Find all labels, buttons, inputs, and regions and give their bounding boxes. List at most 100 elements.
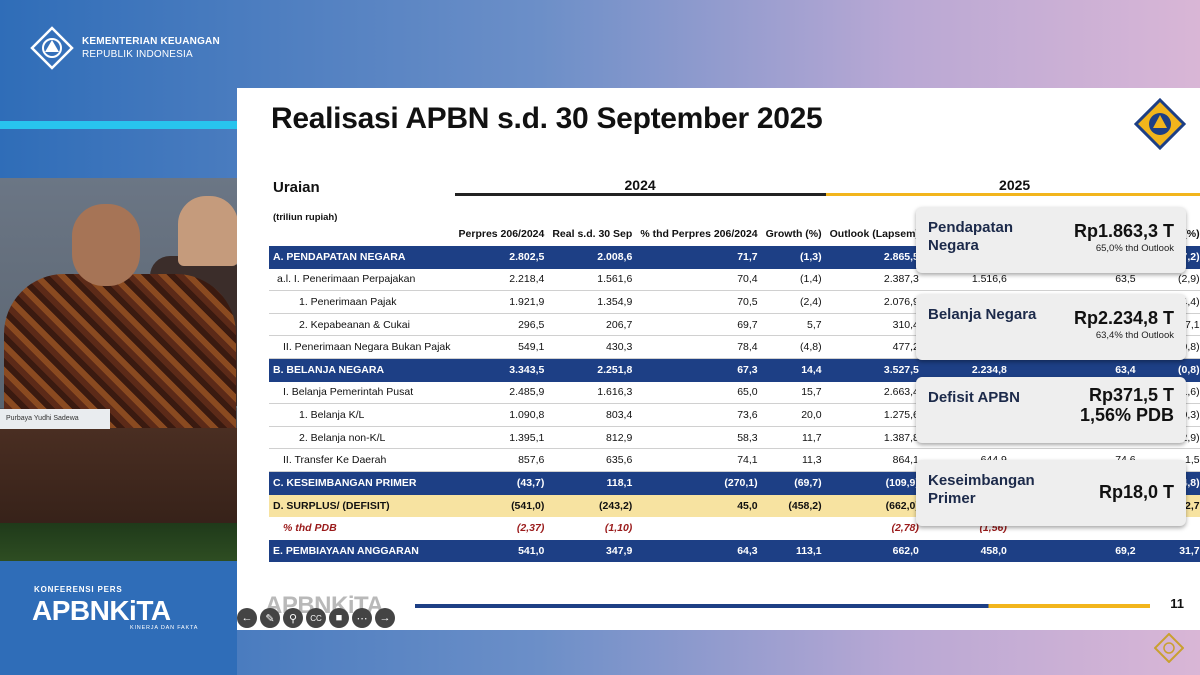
table-cell: 2.234,8 [922, 358, 1011, 382]
search-icon[interactable]: ⚲ [283, 608, 303, 628]
table-cell: 296,5 [454, 314, 549, 337]
table-cell: 11,7 [761, 427, 826, 450]
table-cell: 63,5 [1010, 269, 1140, 292]
row-label: 2. Belanja non-K/L [269, 427, 455, 450]
table-cell: 113,1 [761, 539, 826, 563]
table-cell: 64,3 [636, 539, 762, 563]
row-label: a.l. I. Penerimaan Perpajakan [269, 269, 455, 292]
left-accent-bar [0, 121, 237, 129]
table-cell: (1,3) [761, 246, 826, 269]
more-icon[interactable]: ⋯ [352, 608, 372, 628]
table-row: a.l. I. Penerimaan Perpajakan 2.218,4 1.56… [269, 269, 1200, 292]
camera-icon[interactable]: ■ [329, 608, 349, 628]
table-cell: 2.663,4 [825, 382, 923, 405]
page-number: 11 [1170, 596, 1184, 611]
table-cell: 1.921,9 [454, 291, 549, 314]
table-cell: 69,2 [1010, 539, 1140, 563]
table-cell: 857,6 [454, 449, 549, 472]
table-cell: (458,2) [761, 494, 826, 518]
speaker-body [4, 274, 236, 434]
arrow-right-icon[interactable]: → [375, 608, 395, 628]
card-label: Keseimbangan Primer [928, 472, 1035, 507]
card-value: Rp371,5 T [1088, 385, 1174, 405]
table-cell: 3.527,5 [825, 358, 923, 382]
table-cell: 2.802,5 [454, 246, 549, 269]
col-header: Perpres 206/2024 [458, 228, 545, 240]
table-cell: 70,5 [636, 291, 762, 314]
row-label: A. PENDAPATAN NEGARA [269, 246, 455, 269]
cc-icon[interactable]: CC [306, 608, 326, 628]
table-cell: 662,0 [825, 539, 923, 563]
table-cell: 1.354,9 [548, 291, 637, 314]
table-row: B. BELANJA NEGARA 3.343,5 2.251,8 67,3 14,4 3… [269, 358, 1200, 382]
table-cell: 15,7 [761, 382, 826, 405]
ministry-name: KEMENTERIAN KEUANGAN [82, 36, 220, 47]
row-label: % thd PDB [283, 522, 337, 535]
card-value: Rp18,0 T [1098, 482, 1174, 502]
table-cell: 70,4 [636, 269, 762, 292]
arrow-left-icon[interactable]: ← [237, 608, 257, 628]
table-cell: 549,1 [454, 336, 549, 359]
kemenkeu-emblem-icon [30, 26, 74, 70]
table-cell: (2,4) [761, 291, 826, 314]
table-cell: 812,9 [548, 427, 637, 450]
table-cell: (4,8) [761, 336, 826, 359]
footer-line [415, 604, 1150, 608]
row-label: 2. Kepabeanan & Cukai [269, 314, 455, 337]
row-label: 1. Penerimaan Pajak [269, 291, 455, 314]
table-cell: 2.251,8 [548, 358, 637, 382]
person-background-head [178, 196, 237, 266]
slide-title: Realisasi APBN s.d. 30 September 2025 [271, 102, 823, 135]
table-cell: 1.395,1 [454, 427, 549, 450]
table-cell: 31,7 [1139, 539, 1200, 563]
table-cell: 2.485,9 [454, 382, 549, 405]
brand-tagline: KINERJA DAN FAKTA [130, 625, 199, 631]
table-cell: 206,7 [548, 314, 637, 337]
card-belanja: Belanja Negara Rp2.234,8 T 63,4% thd Out… [916, 294, 1186, 360]
table-cell: 1.616,3 [548, 382, 637, 405]
table-cell: 2.865,5 [825, 246, 923, 269]
table-cell: (69,7) [761, 471, 826, 495]
table-cell: (541,0) [454, 494, 549, 518]
table-cell: 67,3 [636, 358, 762, 382]
table-cell: 73,6 [636, 404, 762, 427]
speaker-head [72, 204, 140, 286]
table-cell: 2.008,6 [548, 246, 637, 269]
table-cell: (243,2) [548, 494, 637, 518]
table-cell: 69,7 [636, 314, 762, 337]
row-label: II. Transfer Ke Daerah [269, 449, 455, 472]
brand-logo-text: APBNKiTA [32, 595, 171, 626]
row-label: B. BELANJA NEGARA [269, 358, 455, 382]
plants [0, 523, 237, 561]
brand-small-text: KONFERENSI PERS [34, 585, 123, 594]
table-cell: 2.218,4 [454, 269, 549, 292]
unit-header: (triliun rupiah) [273, 212, 338, 223]
table-cell [636, 517, 761, 540]
table-cell: 1.561,6 [548, 269, 637, 292]
table-cell: 310,4 [825, 314, 923, 337]
row-label: D. SURPLUS/ (DEFISIT) [269, 494, 455, 518]
table-cell: 1.275,6 [825, 404, 923, 427]
year-2024-header: 2024 [454, 170, 826, 196]
table-cell: 1.387,8 [825, 427, 923, 450]
col-header: % thd Perpres 206/2024 [640, 228, 758, 240]
card-keseimbangan: Keseimbangan Primer Rp18,0 T [916, 460, 1186, 526]
table-cell: 74,1 [636, 449, 762, 472]
kemenkeu-logo-icon [1134, 98, 1186, 150]
table-cell: (2,9) [1139, 269, 1200, 292]
row-label: II. Penerimaan Negara Bukan Pajak [269, 336, 455, 359]
pen-icon[interactable]: ✎ [260, 608, 280, 628]
table-cell: (0,8) [1139, 358, 1200, 382]
table-cell: 65,0 [636, 382, 762, 405]
table-cell: (662,0) [825, 494, 923, 518]
table-cell: 3.343,5 [454, 358, 549, 382]
ministry-text: KEMENTERIAN KEUANGAN REPUBLIK INDONESIA [82, 35, 220, 61]
year-2025-header: 2025 [825, 170, 1200, 196]
col-header: Outlook (Lapsem) [829, 228, 919, 240]
table-cell: 2.076,9 [825, 291, 923, 314]
table-row: 2. Belanja non-K/L 1.395,1 812,9 58,3 11,7 1.… [269, 427, 1200, 450]
table-cell: (43,7) [454, 471, 549, 495]
table-cell: 430,3 [548, 336, 637, 359]
card-value-secondary: 1,56% PDB [1079, 405, 1174, 425]
table-cell: (2,37) [516, 522, 545, 535]
